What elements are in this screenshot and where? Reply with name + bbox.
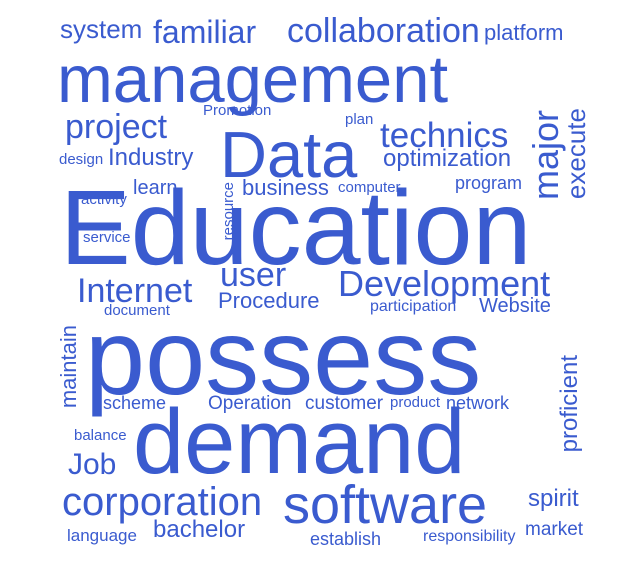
word-collaboration: collaboration bbox=[287, 12, 480, 50]
word-major: major bbox=[525, 110, 566, 201]
word-optimization: optimization bbox=[383, 145, 512, 172]
word-internet: Internet bbox=[77, 272, 193, 310]
word-project: project bbox=[65, 108, 168, 146]
word-demand: demand bbox=[133, 391, 466, 493]
word-promotion: Promotion bbox=[203, 102, 272, 119]
word-familiar: familiar bbox=[153, 14, 257, 50]
word-proficient: proficient bbox=[556, 355, 583, 453]
word-network: network bbox=[446, 393, 510, 413]
word-customer: customer bbox=[305, 393, 384, 414]
word-education: Education bbox=[60, 169, 532, 287]
word-computer: computer bbox=[338, 179, 401, 196]
word-business: business bbox=[242, 175, 329, 200]
word-product: product bbox=[390, 394, 441, 411]
word-responsibility: responsibility bbox=[423, 528, 516, 545]
word-management: management bbox=[57, 42, 449, 117]
word-execute: execute bbox=[561, 108, 591, 200]
word-balance: balance bbox=[74, 427, 127, 444]
word-maintain: maintain bbox=[56, 325, 81, 409]
word-participation: participation bbox=[370, 298, 457, 315]
word-corporation: corporation bbox=[62, 480, 263, 524]
word-possess: possess bbox=[85, 296, 482, 417]
word-program: program bbox=[455, 173, 523, 193]
word-plan: plan bbox=[345, 111, 374, 128]
word-establish: establish bbox=[310, 529, 382, 549]
word-industry: Industry bbox=[108, 144, 194, 171]
word-development: Development bbox=[338, 263, 551, 304]
word-software: software bbox=[283, 475, 488, 535]
word-scheme: scheme bbox=[103, 393, 167, 413]
word-system: system bbox=[60, 14, 143, 44]
word-learn: learn bbox=[133, 177, 178, 199]
word-data: Data bbox=[220, 118, 358, 191]
word-technics: technics bbox=[380, 116, 509, 155]
word-spirit: spirit bbox=[528, 485, 579, 512]
word-website: Website bbox=[479, 295, 551, 317]
word-job: Job bbox=[68, 448, 117, 481]
word-language: language bbox=[67, 526, 137, 545]
word-user: user bbox=[220, 256, 287, 294]
word-document: document bbox=[104, 302, 170, 319]
word-activity: activity bbox=[81, 191, 127, 208]
word-design: design bbox=[59, 151, 104, 168]
word-market: market bbox=[525, 519, 584, 540]
word-service: service bbox=[83, 229, 131, 246]
word-operation: Operation bbox=[208, 393, 292, 414]
word-bachelor: bachelor bbox=[153, 516, 246, 543]
word-procedure: Procedure bbox=[218, 288, 320, 313]
word-platform: platform bbox=[484, 20, 564, 45]
